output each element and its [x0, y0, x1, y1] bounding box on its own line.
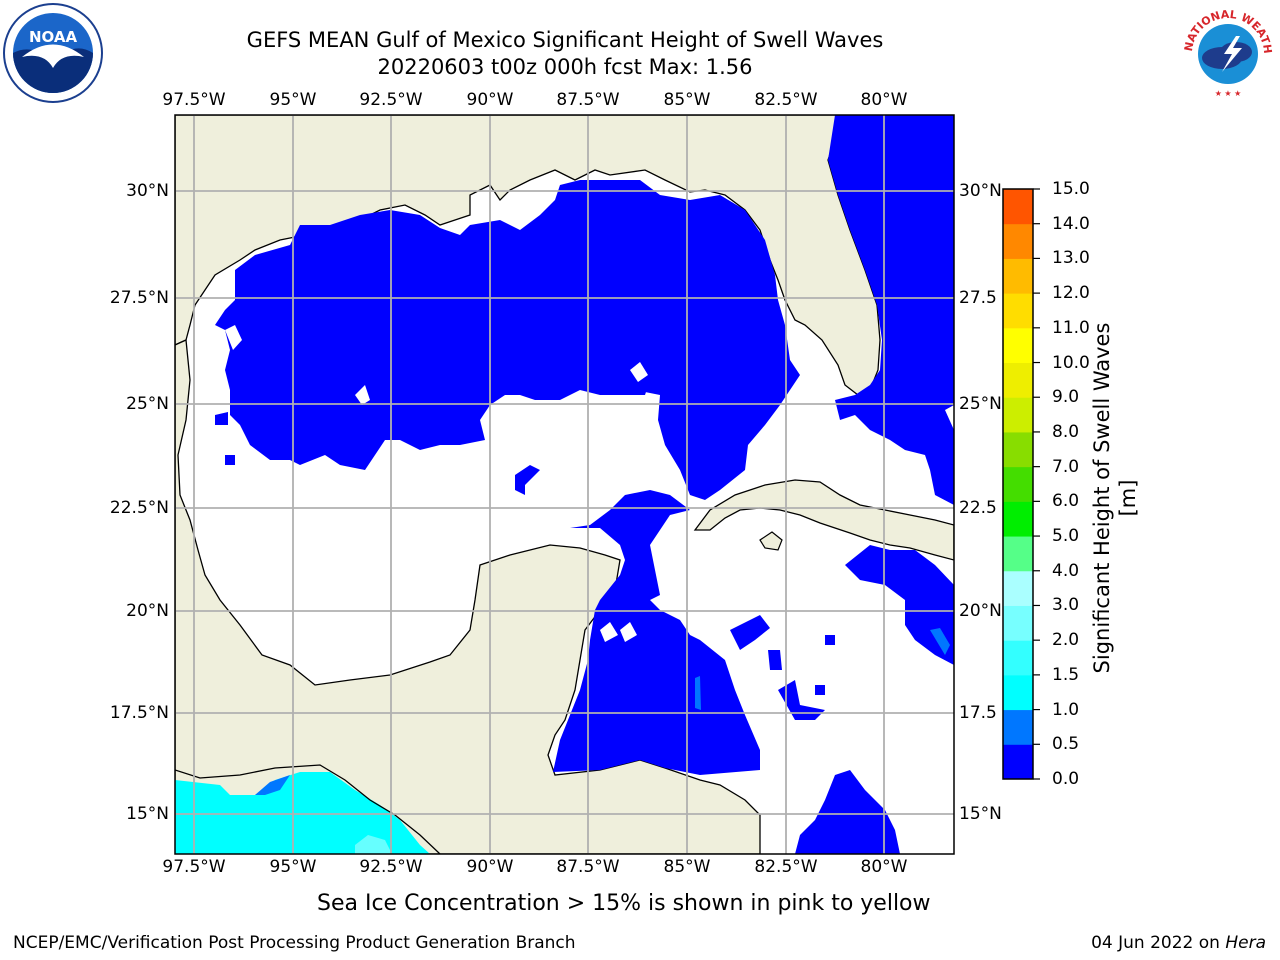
noaa-logo-text: NOAA: [29, 28, 78, 46]
lon-label-bottom: 87.5°W: [556, 857, 620, 877]
lon-label-top: 90°W: [466, 90, 514, 110]
swell-contour-05-1b: [930, 628, 950, 655]
colorbar-swatch: [1003, 189, 1033, 225]
colorbar-tick-label: 14.0: [1052, 213, 1090, 234]
lon-label-bottom: 97.5°W: [162, 857, 226, 877]
swell-contour-05-1: [255, 775, 290, 795]
lon-label-top: 80°W: [860, 90, 908, 110]
lat-label-right: 22.5: [959, 498, 997, 518]
lon-label-bottom: 95°W: [269, 857, 317, 877]
colorbar-tick-label: 2.0: [1052, 630, 1080, 651]
colorbar-swatch: [1003, 744, 1033, 780]
colorbar-swatch: [1003, 674, 1033, 711]
graticule: [175, 115, 954, 854]
map-frame: [174, 114, 955, 855]
lon-label-top: 92.5°W: [359, 90, 423, 110]
footer-date: 04 Jun 2022 on Hera: [1091, 933, 1266, 953]
colorbar-tick-label: 5.0: [1052, 526, 1080, 547]
colorbar-tick-label: 11.0: [1052, 317, 1090, 338]
colorbar-swatch: [1003, 640, 1033, 676]
swell-contour-holes: [225, 325, 954, 642]
colorbar-tick-label: 1.0: [1052, 699, 1080, 720]
colorbar-swatch: [1003, 293, 1033, 329]
colorbar-swatch: [1003, 223, 1033, 259]
colorbar-tick-label: 6.0: [1052, 491, 1080, 512]
svg-text:★ ★ ★: ★ ★ ★: [1215, 89, 1242, 98]
colorbar-tick-label: 9.0: [1052, 387, 1080, 408]
map-title-line1: GEFS MEAN Gulf of Mexico Significant Hei…: [246, 28, 884, 52]
colorbar: [1002, 188, 1040, 780]
lat-label-left: 30°N: [126, 181, 169, 201]
colorbar-tick-label: 0.0: [1052, 769, 1080, 789]
lat-label-right: 30°N: [959, 181, 1002, 201]
swell-contour-05-1c: [695, 676, 701, 710]
colorbar-tick-label: 15.0: [1052, 179, 1090, 199]
colorbar-swatch: [1003, 536, 1033, 572]
footer-org: NCEP/EMC/Verification Post Processing Pr…: [13, 933, 576, 953]
lat-label-left: 27.5°N: [109, 288, 169, 308]
colorbar-tick-label: 4.0: [1052, 560, 1080, 581]
colorbar-swatch: [1003, 605, 1033, 641]
colorbar-swatch: [1003, 501, 1033, 537]
florida-landmass: [175, 115, 881, 396]
colorbar-tick-label: 3.0: [1052, 595, 1080, 616]
swell-contour-15-2: [355, 835, 392, 854]
island: [759, 531, 783, 551]
lon-label-bottom: 90°W: [466, 857, 514, 877]
colorbar-tick-label: 13.0: [1052, 248, 1090, 269]
colorbar-swatch: [1003, 466, 1033, 502]
lat-label-left: 15°N: [126, 804, 169, 824]
lon-label-top: 82.5°W: [754, 90, 818, 110]
lat-label-right: 15°N: [959, 804, 1002, 824]
lon-label-top: 97.5°W: [162, 90, 226, 110]
colorbar-frame: [1002, 188, 1034, 780]
lon-label-bottom: 82.5°W: [754, 857, 818, 877]
lon-label-bottom: 85°W: [663, 857, 711, 877]
lat-label-right: 20°N: [959, 601, 1002, 621]
lat-label-right: 27.5: [959, 288, 997, 308]
colorbar-swatch: [1003, 397, 1033, 433]
lon-label-top: 85°W: [663, 90, 711, 110]
lat-label-left: 22.5°N: [109, 498, 169, 518]
sea-ice-note: Sea Ice Concentration > 15% is shown in …: [317, 891, 931, 916]
lon-label-top: 87.5°W: [556, 90, 620, 110]
colorbar-tick-label: 12.0: [1052, 283, 1090, 304]
noaa-logo: NOAA: [3, 3, 103, 103]
footer-machine: Hera: [1225, 933, 1266, 953]
colorbar-swatch: [1003, 327, 1033, 364]
lon-label-bottom: 80°W: [860, 857, 908, 877]
lat-label-left: 25°N: [126, 394, 169, 414]
swell-contour-1-15: [175, 772, 430, 854]
colorbar-tick-label: 7.0: [1052, 456, 1080, 477]
footer-date-text: 04 Jun 2022 on: [1091, 933, 1226, 953]
colorbar-tick-label: 8.0: [1052, 421, 1080, 442]
colorbar-swatch: [1003, 709, 1033, 745]
lon-label-bottom: 92.5°W: [359, 857, 423, 877]
map-title-line2: 20220603 t00z 000h fcst Max: 1.56: [377, 55, 753, 79]
lat-label-left: 20°N: [126, 601, 169, 621]
colorbar-label: Significant Height of Swell Waves [m]: [1090, 322, 1140, 674]
lat-label-right: 25°N: [959, 394, 1002, 414]
lat-label-right: 17.5: [959, 703, 997, 723]
lat-label-left: 17.5°N: [109, 703, 169, 723]
colorbar-tick-label: 10.0: [1052, 352, 1090, 373]
nws-logo: NATIONAL WEATHER SERVICE ★ ★ ★: [1178, 2, 1276, 100]
pacific-coastline: [175, 764, 441, 854]
colorbar-swatch: [1003, 570, 1033, 606]
colorbar-tick-label: 0.5: [1052, 734, 1080, 755]
colorbar-tick-label: 1.5: [1052, 664, 1080, 685]
swell-contour-0-05: [215, 115, 954, 854]
colorbar-swatch: [1003, 362, 1033, 398]
colorbar-swatch: [1003, 258, 1033, 294]
lon-label-top: 95°W: [269, 90, 317, 110]
colorbar-swatch: [1003, 431, 1033, 468]
